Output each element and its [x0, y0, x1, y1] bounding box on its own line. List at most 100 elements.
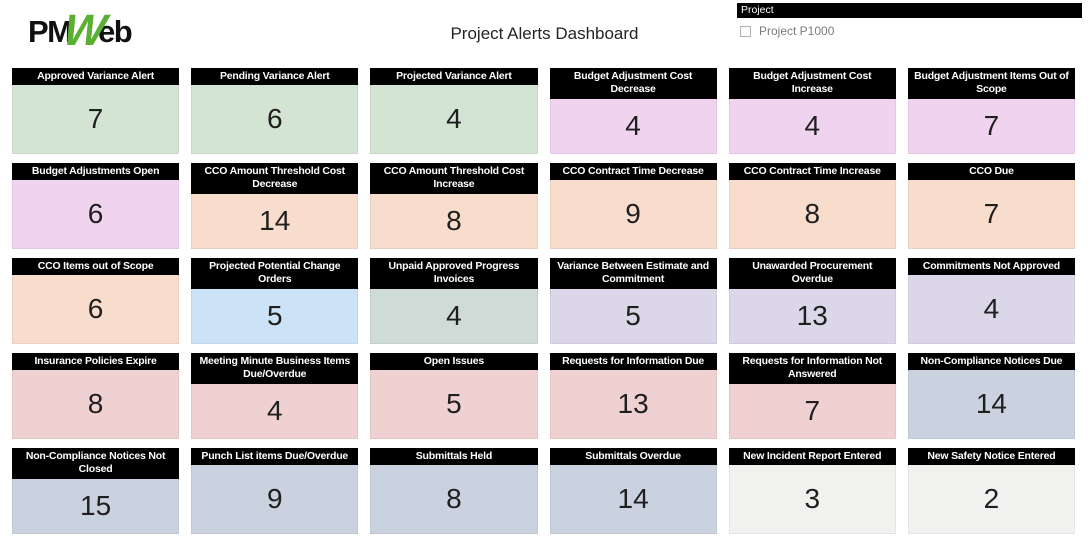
- alert-card[interactable]: Approved Variance Alert 7: [12, 68, 180, 154]
- alert-card[interactable]: Punch List items Due/Overdue 9: [191, 448, 359, 534]
- alert-card-value: 7: [907, 180, 1075, 249]
- alert-card-value: 14: [907, 370, 1075, 439]
- logo-text-pm: PM: [28, 14, 73, 49]
- alert-card-value: 8: [370, 193, 538, 249]
- alert-card[interactable]: New Incident Report Entered 3: [728, 448, 896, 534]
- alert-card-value: 15: [12, 478, 180, 534]
- project-slicer-option[interactable]: Project P1000: [740, 24, 1082, 38]
- alert-card-title: CCO Amount Threshold Cost Increase: [370, 163, 538, 194]
- alert-card-title: Open Issues: [370, 353, 538, 371]
- alert-card-title: Pending Variance Alert: [191, 68, 359, 86]
- alert-card[interactable]: Budget Adjustment Items Out of Scope 7: [907, 68, 1075, 154]
- alert-card-title: Budget Adjustment Cost Decrease: [549, 68, 717, 99]
- alert-card[interactable]: Budget Adjustments Open 6: [12, 163, 180, 249]
- alert-card-title: CCO Contract Time Decrease: [549, 163, 717, 181]
- alert-card[interactable]: Commitments Not Approved 4: [907, 258, 1075, 344]
- alert-card[interactable]: Budget Adjustment Cost Increase 4: [728, 68, 896, 154]
- alert-card-title: Insurance Policies Expire: [12, 353, 180, 371]
- alert-card-title: Projected Variance Alert: [370, 68, 538, 86]
- alert-card[interactable]: Variance Between Estimate and Commitment…: [549, 258, 717, 344]
- alert-card[interactable]: CCO Items out of Scope 6: [12, 258, 180, 344]
- project-slicer: Project Project P1000: [737, 3, 1082, 38]
- alert-card-value: 9: [549, 180, 717, 249]
- alert-card[interactable]: Unpaid Approved Progress Invoices 4: [370, 258, 538, 344]
- alert-card[interactable]: New Safety Notice Entered 2: [907, 448, 1075, 534]
- alert-card-title: Variance Between Estimate and Commitment: [549, 258, 717, 289]
- alert-card[interactable]: CCO Due 7: [907, 163, 1075, 249]
- alert-card-value: 4: [370, 85, 538, 154]
- alert-card-title: Submittals Held: [370, 448, 538, 466]
- alert-card-value: 13: [549, 370, 717, 439]
- alert-card-value: 6: [191, 85, 359, 154]
- alert-card-title: Non-Compliance Notices Not Closed: [12, 448, 180, 479]
- alert-card-value: 4: [728, 98, 896, 154]
- alert-card-value: 7: [728, 383, 896, 439]
- alert-card-title: CCO Contract Time Increase: [728, 163, 896, 181]
- project-slicer-title: Project: [737, 3, 1082, 18]
- alert-card-value: 14: [191, 193, 359, 249]
- alert-card-title: Non-Compliance Notices Due: [907, 353, 1075, 371]
- alert-card-value: 5: [370, 370, 538, 439]
- alert-card[interactable]: Requests for Information Due 13: [549, 353, 717, 439]
- logo-text-eb: eb: [98, 14, 133, 49]
- alert-card[interactable]: Submittals Held 8: [370, 448, 538, 534]
- project-checkbox-label: Project P1000: [759, 24, 835, 38]
- alert-card-value: 5: [191, 288, 359, 344]
- alert-card-title: Projected Potential Change Orders: [191, 258, 359, 289]
- alert-card[interactable]: Budget Adjustment Cost Decrease 4: [549, 68, 717, 154]
- pmweb-logo: PMWeb: [28, 6, 133, 55]
- alert-card-value: 8: [12, 370, 180, 439]
- alert-card-value: 8: [728, 180, 896, 249]
- alert-card-value: 6: [12, 180, 180, 249]
- alert-card[interactable]: Pending Variance Alert 6: [191, 68, 359, 154]
- alert-card[interactable]: Insurance Policies Expire 8: [12, 353, 180, 439]
- alert-card-title: Budget Adjustment Cost Increase: [728, 68, 896, 99]
- alert-card-title: Requests for Information Due: [549, 353, 717, 371]
- alert-card-title: Approved Variance Alert: [12, 68, 180, 86]
- alert-card[interactable]: Projected Potential Change Orders 5: [191, 258, 359, 344]
- alert-card-title: Budget Adjustments Open: [12, 163, 180, 181]
- project-checkbox[interactable]: [740, 25, 751, 37]
- alert-card[interactable]: CCO Amount Threshold Cost Decrease 14: [191, 163, 359, 249]
- alert-card[interactable]: Open Issues 5: [370, 353, 538, 439]
- alert-card-title: Submittals Overdue: [549, 448, 717, 466]
- alert-card[interactable]: Requests for Information Not Answered 7: [728, 353, 896, 439]
- cards-grid: Approved Variance Alert 7 Pending Varian…: [12, 68, 1075, 534]
- alert-card[interactable]: Submittals Overdue 14: [549, 448, 717, 534]
- alert-card-title: Requests for Information Not Answered: [728, 353, 896, 384]
- page-title: Project Alerts Dashboard: [450, 24, 639, 43]
- alert-card-title: Unawarded Procurement Overdue: [728, 258, 896, 289]
- alert-card-title: CCO Amount Threshold Cost Decrease: [191, 163, 359, 194]
- alert-card[interactable]: CCO Amount Threshold Cost Increase 8: [370, 163, 538, 249]
- alert-card[interactable]: CCO Contract Time Decrease 9: [549, 163, 717, 249]
- alert-card-value: 7: [907, 98, 1075, 154]
- alert-card-title: CCO Due: [907, 163, 1075, 181]
- alert-card-title: Unpaid Approved Progress Invoices: [370, 258, 538, 289]
- alert-card-title: CCO Items out of Scope: [12, 258, 180, 276]
- alert-card-value: 8: [370, 465, 538, 534]
- alert-card-value: 9: [191, 465, 359, 534]
- alert-card-value: 4: [191, 383, 359, 439]
- alert-card-value: 3: [728, 465, 896, 534]
- alert-card-title: Punch List items Due/Overdue: [191, 448, 359, 466]
- alert-card[interactable]: CCO Contract Time Increase 8: [728, 163, 896, 249]
- alert-card[interactable]: Projected Variance Alert 4: [370, 68, 538, 154]
- alert-card-value: 2: [907, 465, 1075, 534]
- alert-card-title: New Incident Report Entered: [728, 448, 896, 466]
- alert-card-value: 4: [907, 275, 1075, 344]
- alert-card-value: 13: [728, 288, 896, 344]
- alert-card-title: Commitments Not Approved: [907, 258, 1075, 276]
- alert-card[interactable]: Meeting Minute Business Items Due/Overdu…: [191, 353, 359, 439]
- alert-card-value: 4: [370, 288, 538, 344]
- alert-card-value: 7: [12, 85, 180, 154]
- alert-card[interactable]: Non-Compliance Notices Not Closed 15: [12, 448, 180, 534]
- alert-card-title: New Safety Notice Entered: [907, 448, 1075, 466]
- alert-card-value: 4: [549, 98, 717, 154]
- alert-card-value: 14: [549, 465, 717, 534]
- alert-card-title: Meeting Minute Business Items Due/Overdu…: [191, 353, 359, 384]
- alert-card-value: 6: [12, 275, 180, 344]
- alert-card-value: 5: [549, 288, 717, 344]
- alert-card-title: Budget Adjustment Items Out of Scope: [907, 68, 1075, 99]
- alert-card[interactable]: Unawarded Procurement Overdue 13: [728, 258, 896, 344]
- alert-card[interactable]: Non-Compliance Notices Due 14: [907, 353, 1075, 439]
